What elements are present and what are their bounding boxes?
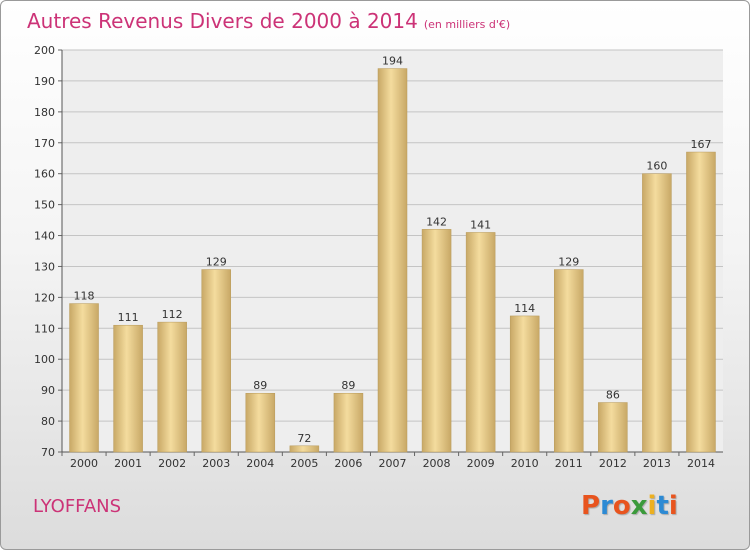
bar xyxy=(554,269,584,453)
x-tick-label: 2008 xyxy=(423,457,451,470)
x-tick-label: 2007 xyxy=(379,457,407,470)
bar xyxy=(598,402,628,453)
y-tick-label: 140 xyxy=(34,230,55,243)
proxiti-logo: Proxiti xyxy=(581,491,678,521)
x-tick-label: 2000 xyxy=(70,457,98,470)
y-tick-label: 200 xyxy=(34,44,55,57)
y-tick-label: 120 xyxy=(34,291,55,304)
x-tick-label: 2004 xyxy=(246,457,274,470)
y-tick-label: 150 xyxy=(34,199,55,212)
y-tick-label: 170 xyxy=(34,137,55,150)
y-tick-label: 100 xyxy=(34,353,55,366)
bar-value-label: 118 xyxy=(74,290,95,303)
logo-letter: o xyxy=(612,491,631,521)
bar-value-label: 114 xyxy=(514,302,535,315)
bar xyxy=(509,315,540,453)
x-tick-label: 2003 xyxy=(202,457,230,470)
x-tick-label: 2010 xyxy=(511,457,539,470)
y-tick-label: 180 xyxy=(34,106,55,119)
x-tick-label: 2014 xyxy=(687,457,715,470)
logo-letter: P xyxy=(581,491,601,521)
y-tick-label: 80 xyxy=(41,415,55,428)
bar xyxy=(465,232,496,453)
bar xyxy=(642,173,672,453)
x-tick-label: 2011 xyxy=(555,457,583,470)
x-tick-label: 2005 xyxy=(290,457,318,470)
commune-name: LYOFFANS xyxy=(33,496,122,517)
y-tick-label: 90 xyxy=(41,384,55,397)
x-tick-label: 2002 xyxy=(158,457,186,470)
bar xyxy=(686,151,716,453)
chart-unit: (en milliers d'€) xyxy=(423,18,511,31)
bar-value-label: 111 xyxy=(118,311,139,324)
logo-letter: r xyxy=(600,491,613,521)
logo-letter: i xyxy=(668,491,678,521)
y-tick-label: 130 xyxy=(34,260,55,273)
chart-title: Autres Revenus Divers de 2000 à 2014 (en … xyxy=(27,9,510,33)
bar-value-label: 160 xyxy=(646,160,667,173)
x-tick-label: 2013 xyxy=(643,457,671,470)
chart-title-text: Autres Revenus Divers de 2000 à 2014 xyxy=(27,9,418,33)
bar xyxy=(377,68,408,453)
y-tick-label: 160 xyxy=(34,168,55,181)
logo-letter: x xyxy=(630,491,648,521)
bar-value-label: 129 xyxy=(558,256,579,269)
logo-letter: i xyxy=(647,491,657,521)
bar xyxy=(113,324,143,453)
bar xyxy=(289,445,320,453)
bar xyxy=(69,303,99,453)
bar-value-label: 129 xyxy=(206,256,227,269)
bar xyxy=(201,269,231,453)
bar xyxy=(333,392,364,453)
bar-value-label: 89 xyxy=(341,379,355,392)
y-tick-label: 190 xyxy=(34,75,55,88)
x-tick-label: 2006 xyxy=(334,457,362,470)
x-tick-label: 2009 xyxy=(467,457,495,470)
bar-value-label: 194 xyxy=(382,55,403,68)
bar xyxy=(421,229,452,453)
bar-value-label: 72 xyxy=(297,432,311,445)
y-tick-label: 110 xyxy=(34,322,55,335)
bar-value-label: 141 xyxy=(470,218,491,231)
bar-value-label: 86 xyxy=(606,389,620,402)
bar xyxy=(245,392,276,453)
bar-value-label: 112 xyxy=(162,308,183,321)
bar-value-label: 167 xyxy=(690,138,711,151)
bar xyxy=(157,321,187,453)
y-tick-label: 70 xyxy=(41,446,55,459)
bar-value-label: 142 xyxy=(426,215,447,228)
x-tick-label: 2001 xyxy=(114,457,142,470)
bar-value-label: 89 xyxy=(253,379,267,392)
x-tick-label: 2012 xyxy=(599,457,627,470)
logo-letter: t xyxy=(656,491,669,521)
